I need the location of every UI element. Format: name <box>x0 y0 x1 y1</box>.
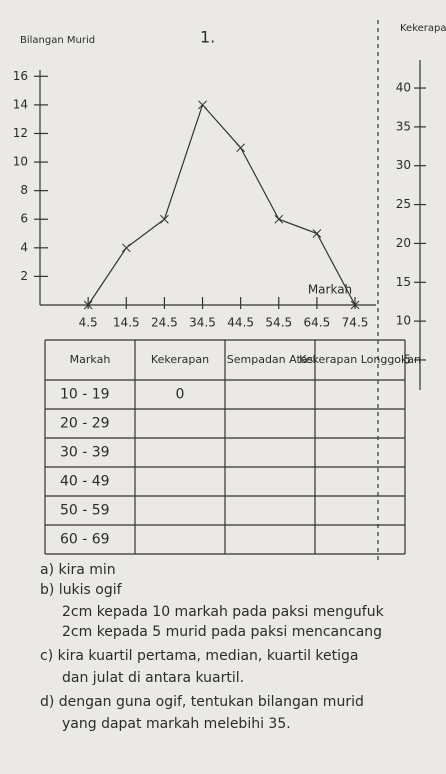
point <box>83 300 93 310</box>
y-tick-label: 2 <box>20 269 28 283</box>
point <box>160 214 169 224</box>
table-cell: 60 - 69 <box>60 532 110 548</box>
point <box>274 214 284 224</box>
y-axis-label: Kekerapan Longgokan <box>400 23 446 34</box>
y-tick-label: 35 <box>396 119 411 133</box>
y-tick-label: 15 <box>396 275 411 289</box>
x-tick-label: 74.5 <box>342 316 369 330</box>
question: a) kira min <box>40 562 116 578</box>
table-cell: 10 - 19 <box>60 387 110 403</box>
y-tick-label: 8 <box>20 183 28 197</box>
y-tick-label: 10 <box>396 314 411 328</box>
y-tick-label: 40 <box>396 81 411 95</box>
x-tick-label: 4.5 <box>79 316 98 330</box>
point <box>121 243 131 253</box>
table-cell: 20 - 29 <box>60 416 110 432</box>
x-tick-label: 14.5 <box>113 316 140 330</box>
x-tick-label: 24.5 <box>151 316 178 330</box>
x-tick-label: 44.5 <box>227 316 254 330</box>
question: yang dapat markah melebihi 35. <box>62 716 291 732</box>
question: b) lukis ogif <box>40 582 123 598</box>
y-tick-label: 10 <box>13 155 28 169</box>
table-header: Kekerapan <box>151 353 209 366</box>
y-axis-label: Bilangan Murid <box>20 35 95 46</box>
x-tick-label: 64.5 <box>304 316 331 330</box>
y-tick-label: 30 <box>396 158 411 172</box>
question: 2cm kepada 10 markah pada paksi mengufuk <box>62 604 385 620</box>
y-tick-label: 16 <box>13 69 28 83</box>
polygon-line <box>87 103 356 306</box>
point <box>312 229 322 238</box>
y-tick-label: 14 <box>13 97 28 111</box>
question-number: 1. <box>200 28 215 47</box>
x-tick-label: 54.5 <box>265 316 292 330</box>
x-tick-label: 34.5 <box>189 316 216 330</box>
question: dan julat di antara kuartil. <box>62 670 244 686</box>
table-cell: 40 - 49 <box>60 474 110 490</box>
table-cell: 50 - 59 <box>60 503 110 519</box>
question: 2cm kepada 5 murid pada paksi mencancang <box>62 624 382 640</box>
x-axis-label: Markah <box>308 283 352 297</box>
table-header: Sempadan Atas <box>227 353 314 366</box>
question: d) dengan guna ogif, tentukan bilangan m… <box>40 694 364 710</box>
y-tick-label: 12 <box>13 126 28 140</box>
y-tick-label: 4 <box>20 240 28 254</box>
table-cell: 30 - 39 <box>60 445 110 461</box>
y-tick-label: 20 <box>396 236 411 250</box>
question: c) kira kuartil pertama, median, kuartil… <box>40 648 359 664</box>
y-tick-label: 25 <box>396 197 411 211</box>
point <box>236 143 246 153</box>
point <box>350 300 360 310</box>
point <box>198 100 207 110</box>
y-tick-label: 5 <box>403 352 411 366</box>
table-header: Markah <box>70 353 111 366</box>
table-cell: 0 <box>176 387 185 403</box>
y-tick-label: 6 <box>20 212 28 226</box>
table-header: Kekerapan Longgokan <box>299 353 421 366</box>
